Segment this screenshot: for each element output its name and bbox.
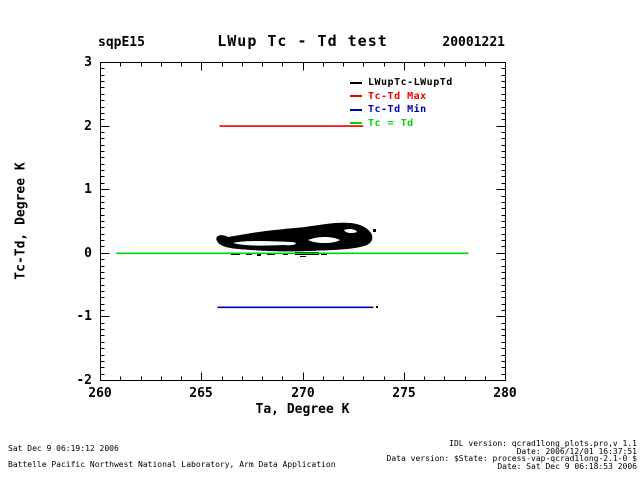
y-tick-label: -2 bbox=[76, 373, 92, 388]
footer-data-version: Data version: $State: process-vap-qcrad1… bbox=[386, 454, 637, 464]
legend-dash-0 bbox=[350, 81, 362, 84]
legend-label-1: Tc-Td Max bbox=[368, 90, 427, 102]
legend-label-3: Tc = Td bbox=[368, 117, 414, 129]
page-title: LWup Tc - Td test bbox=[217, 32, 388, 50]
legend-row: Tc = Td bbox=[350, 117, 453, 131]
legend-dash-3 bbox=[350, 122, 362, 125]
legend: LWupTc-LWupTd Tc-Td Max Tc-Td Min Tc = T… bbox=[350, 76, 453, 130]
legend-row: Tc-Td Max bbox=[350, 90, 453, 104]
footer-version-block: IDL version: qcrad1long_plots.pro,v 1.1 … bbox=[387, 440, 637, 470]
legend-dash-2 bbox=[350, 108, 362, 111]
y-axis-label: Tc-Td, Degree K bbox=[13, 162, 29, 280]
footer-organization: Battelle Pacific Northwest National Labo… bbox=[8, 460, 336, 469]
legend-label-0: LWupTc-LWupTd bbox=[368, 77, 453, 89]
x-tick-label: 265 bbox=[189, 386, 213, 401]
y-tick-label: 1 bbox=[84, 182, 92, 197]
x-tick-label: 280 bbox=[493, 386, 517, 401]
y-tick-label: 0 bbox=[84, 246, 92, 261]
legend-row: Tc-Td Min bbox=[350, 103, 453, 117]
y-tick-label: 2 bbox=[84, 119, 92, 134]
x-tick-label: 260 bbox=[88, 386, 112, 401]
x-tick-label: 275 bbox=[392, 386, 416, 401]
date-label: 20001221 bbox=[442, 35, 505, 50]
x-tick-label: 270 bbox=[291, 386, 315, 401]
footer-timestamp: Sat Dec 9 06:19:12 2006 bbox=[8, 444, 119, 453]
legend-label-2: Tc-Td Min bbox=[368, 104, 427, 116]
footer-idl-version: IDL version: qcrad1long_plots.pro,v 1.1 bbox=[449, 439, 637, 448]
scatter-cluster bbox=[216, 222, 378, 308]
y-tick-label: 3 bbox=[84, 55, 92, 70]
y-tick-label: -1 bbox=[76, 309, 92, 324]
legend-row: LWupTc-LWupTd bbox=[350, 76, 453, 90]
footer-data-date: Date: Sat Dec 9 06:18:53 2006 bbox=[497, 461, 637, 471]
x-axis-label: Ta, Degree K bbox=[255, 402, 350, 417]
site-label: sqpE15 bbox=[98, 35, 145, 50]
legend-dash-1 bbox=[350, 95, 362, 98]
footer-idl-date: Date: 2006/12/01 16:37:51 bbox=[516, 446, 637, 456]
